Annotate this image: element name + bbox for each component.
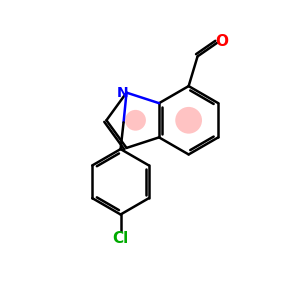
Text: Cl: Cl bbox=[112, 231, 129, 246]
Text: O: O bbox=[216, 34, 229, 49]
Circle shape bbox=[175, 107, 202, 134]
Circle shape bbox=[125, 110, 146, 131]
Text: N: N bbox=[117, 85, 129, 100]
